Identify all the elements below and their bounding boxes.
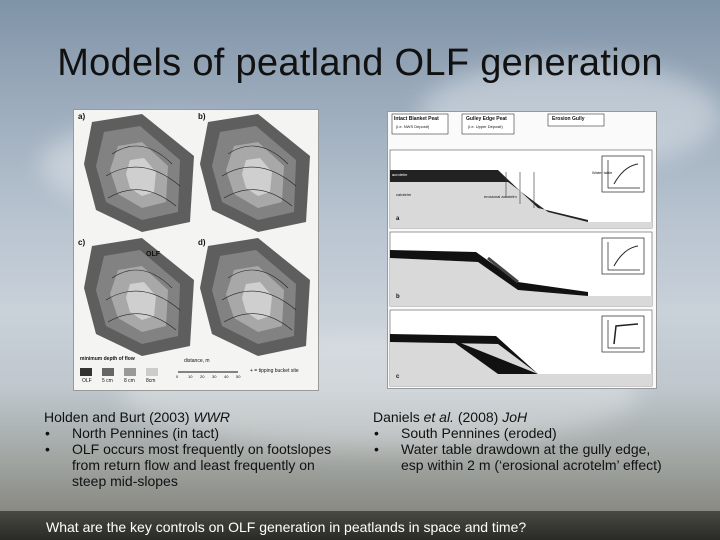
scale-tick-10: 10 <box>188 374 193 379</box>
zone-label-acrotelm: acrotelm <box>392 172 408 177</box>
axis-label-water-table: Water table <box>592 170 613 175</box>
left-bullet-1-text: North Pennines (in tact) <box>72 425 220 441</box>
scale-tick-40: 40 <box>224 374 229 379</box>
subheader-upper-deposit: (i.e. Upper Deposit) <box>468 124 503 129</box>
slide-question: What are the key controls on OLF generat… <box>46 519 527 535</box>
bullet-icon: • <box>45 425 50 441</box>
legend-swatch-olf <box>80 368 92 376</box>
header-intact-blanket-peat: Intact Blanket Peat <box>394 116 439 122</box>
right-bullet-1-text: South Pennines (eroded) <box>401 425 557 441</box>
right-bullet-2: • Water table drawdown at the gully edge,… <box>373 441 673 473</box>
panel-label-b: b) <box>198 112 206 121</box>
bullet-icon: • <box>45 441 50 457</box>
legend-swatch-5cm <box>102 368 114 376</box>
header-erosion-gully: Erosion Gully <box>552 116 585 122</box>
scale-tick-20: 20 <box>200 374 205 379</box>
legend-item-8cm-2: 8cm <box>146 378 156 384</box>
left-bullet-1: • North Pennines (in tact) <box>44 425 344 441</box>
scale-label: distance, m <box>184 358 210 364</box>
right-text-column: Daniels et al. (2008) JoH • South Pennine… <box>373 409 673 473</box>
scale-tick-30: 30 <box>212 374 217 379</box>
header-gulley-edge-peat: Gulley Edge Peat <box>466 116 507 122</box>
right-citation-authors: Daniels <box>373 409 424 425</box>
panel-letter-c: c <box>396 374 400 380</box>
right-citation-journal: JoH <box>502 409 528 425</box>
legend-title: minimum depth of flow <box>80 356 135 362</box>
cross-section-illustration <box>389 113 653 387</box>
left-citation-authors: Holden and Burt (2003) <box>44 409 194 425</box>
contour-maps-illustration <box>80 113 311 376</box>
slide-title: Models of peatland OLF generation <box>57 42 663 84</box>
panel-letter-a: a <box>396 216 400 222</box>
right-citation: Daniels et al. (2008) JoH <box>373 409 673 425</box>
right-citation-etal: et al. <box>423 409 454 425</box>
cross-section-figure: Intact Blanket Peat (i.e. NWS Deposit) G… <box>387 111 657 389</box>
subheader-nws-deposit: (i.e. NWS Deposit) <box>396 124 430 129</box>
contour-map-figure: a) b) c) d) OLF minimum depth of flow OL… <box>73 109 319 391</box>
zone-label-erosional-acrotelm: erosional acrotelm <box>484 194 517 199</box>
olf-label: OLF <box>146 251 160 258</box>
legend-swatch-8cm <box>124 368 136 376</box>
left-bullet-2-text: OLF occurs most frequently on footslopes… <box>72 441 332 489</box>
left-text-column: Holden and Burt (2003) WWR • North Pennin… <box>44 409 344 489</box>
left-citation: Holden and Burt (2003) WWR <box>44 409 344 425</box>
left-citation-journal: WWR <box>193 409 230 425</box>
left-bullet-2: • OLF occurs most frequently on footslope… <box>44 441 344 489</box>
scale-tick-0: 0 <box>176 374 179 379</box>
panel-label-d: d) <box>198 238 206 247</box>
scale-tick-50: 50 <box>236 374 241 379</box>
legend-item-olf: OLF <box>82 378 92 384</box>
right-bullet-2-text: Water table drawdown at the gully edge, … <box>401 441 662 473</box>
right-citation-year: (2008) <box>453 409 503 425</box>
legend-item-8cm: 8 cm <box>124 378 135 384</box>
panel-label-a: a) <box>78 112 86 121</box>
bullet-icon: • <box>374 425 379 441</box>
legend-swatch-8cm-plus <box>146 368 158 376</box>
bullet-icon: • <box>374 441 379 457</box>
right-bullet-1: • South Pennines (eroded) <box>373 425 673 441</box>
bottom-bar <box>0 511 720 540</box>
legend-item-5cm: 5 cm <box>102 378 113 384</box>
panel-letter-b: b <box>396 294 400 300</box>
panel-label-c: c) <box>78 238 86 247</box>
zone-label-catotelm: catotelm <box>396 192 412 197</box>
bucket-label: + = tipping bucket site <box>250 368 299 374</box>
